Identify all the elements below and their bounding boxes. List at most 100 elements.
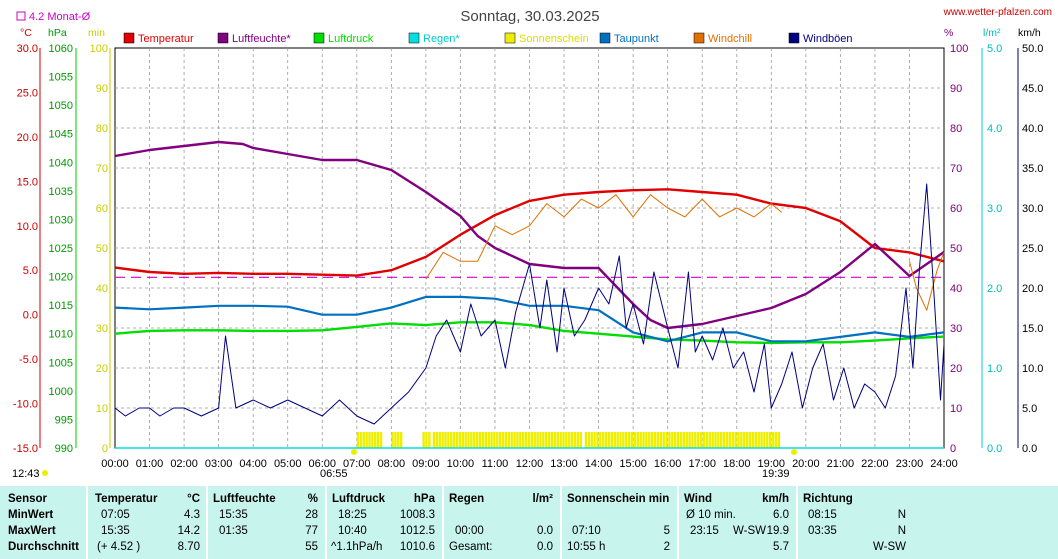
sunshine-bar	[470, 432, 473, 448]
sunshine-bar	[630, 432, 634, 448]
max-rain-time: 00:00	[455, 525, 484, 537]
legend-swatch	[504, 32, 516, 44]
x-tick-label: 11:00	[482, 458, 509, 470]
sun-axis-tick: 60	[96, 203, 108, 215]
sunshine-bar	[671, 432, 674, 448]
sunshine-bar	[547, 432, 551, 448]
pressure-axis-tick: 990	[55, 443, 73, 455]
legend-swatch	[693, 32, 705, 44]
rain-axis-tick: 1.0	[987, 363, 1002, 375]
sunshine-bar	[539, 432, 542, 448]
min-hum-time: 15:35	[219, 509, 248, 521]
sunshine-bar	[748, 432, 752, 448]
x-tick-label: 16:00	[654, 458, 682, 470]
max-pres-val: 1012.5	[399, 525, 435, 537]
sunshine-bar	[579, 432, 582, 448]
humidity-axis-tick: 0	[950, 443, 956, 455]
unit-wind: km/h	[1018, 27, 1041, 39]
max-hum-time: 01:35	[219, 525, 248, 537]
sunshine-bar	[559, 432, 562, 448]
hdr-temp-unit: °C	[187, 493, 200, 505]
avg-rain-val: 0.0	[537, 541, 553, 553]
pressure-axis-tick: 1050	[49, 100, 73, 112]
sunshine-bar	[510, 432, 513, 448]
wind-axis-tick: 45.0	[1022, 83, 1043, 95]
wind-axis-tick: 50.0	[1022, 43, 1043, 55]
sunshine-bar	[593, 432, 596, 448]
rain-axis-tick: 0.0	[987, 443, 1002, 455]
sunrise-icon	[351, 449, 357, 455]
pressure-axis-tick: 1015	[49, 300, 73, 312]
sunshine-bar	[679, 432, 683, 448]
col-sep	[206, 486, 208, 559]
legend-label: Luftdruck	[328, 33, 374, 45]
sunshine-bar	[604, 432, 608, 448]
sunshine-bar	[359, 432, 363, 448]
sunshine-bar	[513, 432, 516, 448]
row-label-min: MinWert	[8, 509, 54, 521]
x-tick-label: 15:00	[619, 458, 647, 470]
sunshine-bar	[774, 432, 778, 448]
pressure-axis-tick: 1010	[49, 329, 73, 341]
pressure-axis-tick: 1020	[49, 272, 73, 284]
temp-axis-tick: 0.0	[23, 310, 38, 322]
min-wind-time: Ø 10 min.	[686, 509, 736, 521]
chart-grid	[115, 48, 944, 448]
sunshine-bar	[673, 432, 677, 448]
right-axes: 10090807060504030201005.04.03.02.01.00.0…	[950, 43, 1043, 455]
monthly-avg-icon	[16, 11, 26, 21]
sunshine-bar	[610, 432, 614, 448]
x-tick-label: 12:00	[516, 458, 544, 470]
sunshine-bar	[728, 432, 732, 448]
sunshine-bar	[616, 432, 619, 448]
sunshine-bar	[507, 432, 511, 448]
sunshine-bar	[682, 432, 686, 448]
sunshine-bar	[768, 432, 772, 448]
rain-axis-tick: 4.0	[987, 123, 1002, 135]
sunrise-time: 06:55	[320, 468, 348, 480]
x-tick-label: 02:00	[170, 458, 198, 470]
sunshine-bar	[568, 432, 571, 448]
wind-axis-tick: 15.0	[1022, 323, 1043, 335]
sunshine-bar	[397, 432, 400, 448]
sunshine-bar	[576, 432, 580, 448]
temp-axis-tick: 30.0	[17, 43, 38, 55]
sunshine-bar	[650, 432, 654, 448]
sunshine-bar	[391, 432, 394, 448]
site-link[interactable]: www.wetter-pfalzen.com	[943, 7, 1052, 18]
sunshine-bar	[452, 432, 456, 448]
sunshine-bar	[498, 432, 502, 448]
x-tick-label: 09:00	[412, 458, 440, 470]
hdr-sunshine: Sonnenschein min	[567, 493, 670, 505]
unit-rain: l/m²	[983, 27, 1001, 39]
sunshine-bar	[432, 432, 436, 448]
temp-axis-tick: -15.0	[13, 443, 38, 455]
hdr-rain-unit: l/m²	[532, 493, 553, 505]
sunshine-bar	[714, 432, 717, 448]
sunshine-bar	[757, 432, 760, 448]
row-label-max: MaxWert	[8, 525, 56, 537]
stats-table: Sensor Temperatur °C Luftfeuchte % Luftd…	[0, 486, 1058, 559]
hdr-pressure: Luftdruck	[332, 493, 386, 505]
pressure-axis-tick: 1040	[49, 157, 73, 169]
hdr-wind: Wind	[684, 493, 712, 505]
left-axes: 30.0 25.0 20.0 15.0 10.0 5.0 0.0 -5.0 -10.0 -15.0…	[13, 43, 111, 455]
x-tick-label: 00:00	[101, 458, 129, 470]
humidity-axis-tick: 70	[950, 163, 962, 175]
sunshine-bar	[633, 432, 637, 448]
sunshine-bar	[731, 432, 734, 448]
legend-swatch	[599, 32, 611, 44]
sunshine-bars	[356, 432, 781, 448]
sunshine-bar	[573, 432, 577, 448]
sunshine-bar	[379, 432, 383, 448]
min-hum-val: 28	[305, 509, 318, 521]
sunshine-bar	[668, 432, 671, 448]
legend-swatch	[788, 32, 800, 44]
sun-axis-tick: 30	[96, 323, 108, 335]
x-tick-label: 18:00	[723, 458, 751, 470]
hdr-humidity: Luftfeuchte	[213, 493, 276, 505]
sun-axis-tick: 40	[96, 283, 108, 295]
col-sep	[796, 486, 798, 559]
sun-axis-tick: 90	[96, 83, 108, 95]
sunshine-bar	[527, 432, 531, 448]
